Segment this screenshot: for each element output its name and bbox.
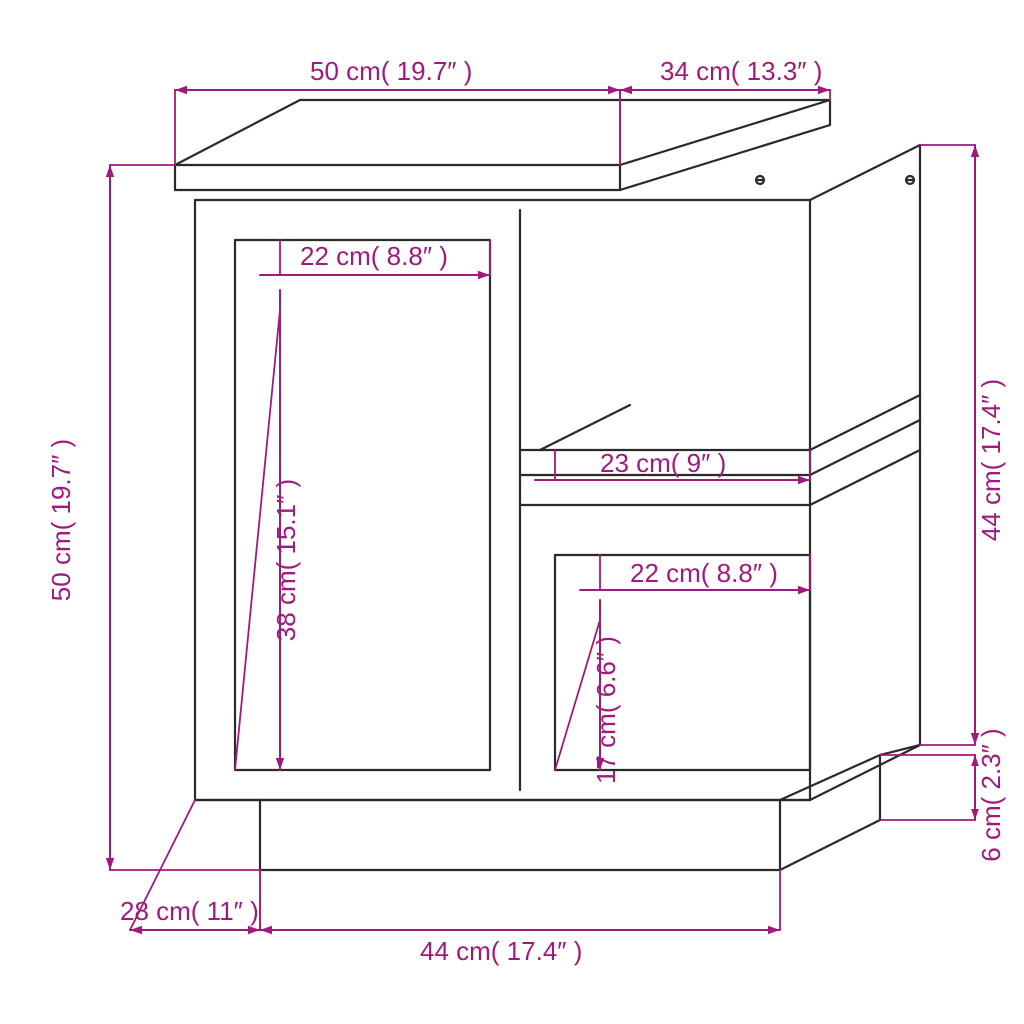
dim-plinth_height-label: 6 cm( 2.3″ ) xyxy=(976,728,1006,861)
dim-width_top: 50 cm( 19.7″ ) xyxy=(175,56,620,165)
dim-body_height_right: 44 cm( 17.4″ ) xyxy=(920,145,1006,745)
dim-height_left-label: 50 cm( 19.7″ ) xyxy=(46,439,76,601)
dim-shelf_width-label: 23 cm( 9″ ) xyxy=(600,448,726,478)
dim-door_width: 22 cm( 8.8″ ) xyxy=(260,240,490,279)
dim-plinth_depth: 28 cm( 11″ ) xyxy=(120,800,260,934)
dim-width_top-label: 50 cm( 19.7″ ) xyxy=(310,56,472,86)
dim-height_left: 50 cm( 19.7″ ) xyxy=(46,165,260,870)
dim-door_width-label: 22 cm( 8.8″ ) xyxy=(300,241,448,271)
dim-plinth_height: 6 cm( 2.3″ ) xyxy=(880,728,1006,861)
dim-depth_top-label: 34 cm( 13.3″ ) xyxy=(660,56,822,86)
dim-shelf_width: 23 cm( 9″ ) xyxy=(535,448,810,484)
dim-plinth_width-label: 44 cm( 17.4″ ) xyxy=(420,936,582,966)
dim-drawer_height: 17 cm( 6.6″ ) xyxy=(555,600,621,784)
dim-plinth_depth-label: 28 cm( 11″ ) xyxy=(120,896,259,926)
dim-drawer_height-label: 17 cm( 6.6″ ) xyxy=(591,636,621,784)
dim-plinth_width: 44 cm( 17.4″ ) xyxy=(260,870,780,966)
dim-door_height-label: 38 cm( 15.1″ ) xyxy=(271,479,301,641)
dim-drawer_width-label: 22 cm( 8.8″ ) xyxy=(630,558,778,588)
dim-door_height: 38 cm( 15.1″ ) xyxy=(235,290,301,770)
dim-drawer_width: 22 cm( 8.8″ ) xyxy=(580,555,810,594)
dim-body_height_right-label: 44 cm( 17.4″ ) xyxy=(976,379,1006,541)
